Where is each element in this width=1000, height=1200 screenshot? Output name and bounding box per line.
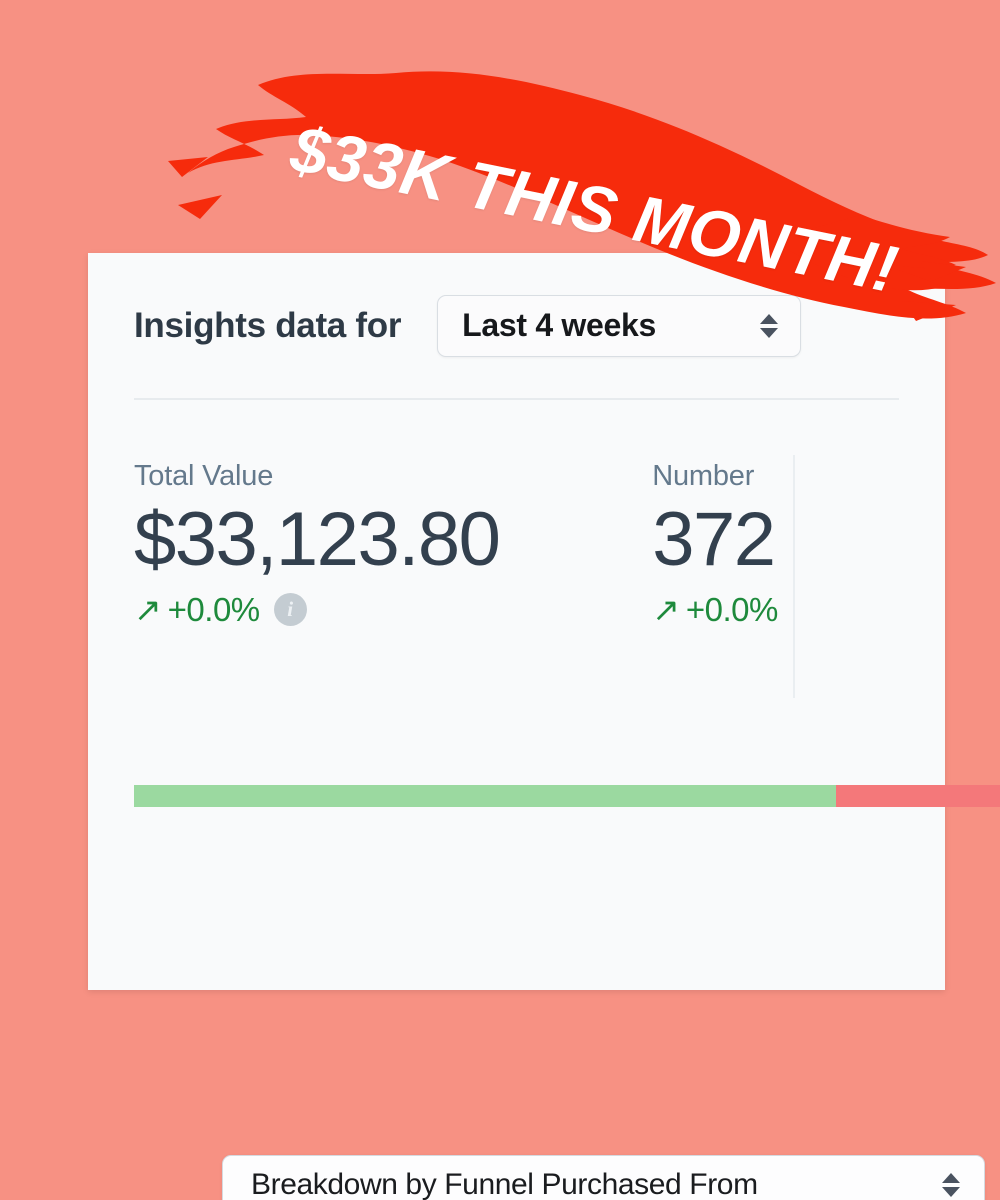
metric-delta: ↗ +0.0% — [652, 593, 945, 626]
progress-fill-red — [836, 785, 1000, 807]
metric-delta-value: +0.0% — [685, 591, 779, 629]
progress-bar — [134, 785, 1000, 807]
metric-total-value: Total Value $33,123.80 ↗ +0.0% i — [88, 443, 606, 708]
date-range-select[interactable]: Last 4 weeks — [437, 294, 802, 357]
breakdown-select[interactable]: Breakdown by Funnel Purchased From — [222, 1155, 985, 1200]
metric-number: Number 372 ↗ +0.0% — [606, 443, 945, 708]
header-divider — [134, 398, 899, 400]
page-title: Insights data for — [134, 305, 402, 345]
trend-up-arrow-icon: ↗ — [134, 591, 162, 629]
metric-column-divider — [793, 455, 795, 698]
metric-label: Number — [652, 460, 755, 492]
metric-value: $33,123.80 — [134, 497, 501, 582]
metric-value: 372 — [652, 497, 776, 582]
breakdown-select-value: Breakdown by Funnel Purchased From — [251, 1168, 758, 1200]
date-range-select-value: Last 4 weeks — [462, 307, 657, 343]
metric-delta: ↗ +0.0% i — [134, 591, 606, 629]
metric-label: Total Value — [134, 460, 274, 492]
metrics-row: Total Value $33,123.80 ↗ +0.0% i Number … — [88, 443, 945, 708]
trend-up-arrow-icon: ↗ — [652, 591, 680, 629]
insights-card: Insights data for Last 4 weeks Total Val… — [88, 253, 1000, 1200]
updown-chevron-icon — [942, 1173, 960, 1197]
info-icon[interactable]: i — [273, 593, 307, 627]
progress-fill-green — [134, 785, 837, 807]
updown-chevron-icon — [760, 313, 779, 338]
metric-delta-value: +0.0% — [167, 591, 261, 629]
